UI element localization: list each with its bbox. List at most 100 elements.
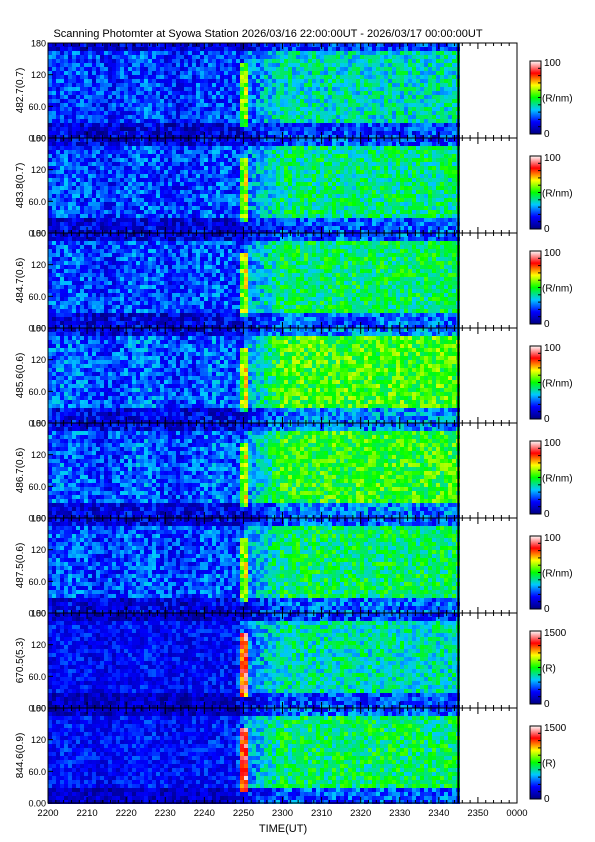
heatmap-cell (132, 226, 136, 230)
heatmap-cell (284, 226, 288, 230)
heatmap-cell (116, 119, 120, 123)
heatmap-cell (72, 210, 76, 214)
heatmap-cell (180, 174, 184, 178)
heatmap-cell (76, 146, 80, 150)
heatmap-cell (288, 210, 292, 214)
heatmap-cell (260, 174, 264, 178)
heatmap-cell (308, 127, 312, 131)
heatmap-cell (156, 226, 160, 230)
heatmap-cell (240, 206, 244, 210)
heatmap-cell (320, 174, 324, 178)
heatmap-cell (232, 222, 236, 226)
heatmap-cell (276, 182, 280, 186)
heatmap-cell (80, 210, 84, 214)
heatmap-cell (404, 214, 408, 218)
heatmap-cell (228, 115, 232, 119)
heatmap-cell (268, 158, 272, 162)
heatmap-cell (300, 186, 304, 190)
heatmap-cell (440, 119, 444, 123)
heatmap-cell (68, 79, 72, 83)
heatmap-cell (208, 146, 212, 150)
heatmap-cell (272, 158, 276, 162)
heatmap-cell (220, 174, 224, 178)
heatmap-cell (372, 67, 376, 71)
heatmap-cell (80, 63, 84, 67)
heatmap-cell (436, 226, 440, 230)
heatmap-cell (104, 87, 108, 91)
heatmap-cell (184, 222, 188, 226)
heatmap-cell (212, 190, 216, 194)
heatmap-cell (296, 214, 300, 218)
heatmap-cell (96, 95, 100, 99)
heatmap-cell (312, 206, 316, 210)
heatmap-cell (112, 142, 116, 146)
heatmap-cell (448, 59, 452, 63)
heatmap-cell (100, 43, 104, 47)
heatmap-cell (96, 226, 100, 230)
heatmap-cell (80, 83, 84, 87)
heatmap-cell (424, 138, 428, 142)
heatmap-cell (260, 198, 264, 202)
heatmap-cell (304, 55, 308, 59)
heatmap-cell (176, 43, 180, 47)
heatmap-cell (384, 99, 388, 103)
heatmap-cell (216, 119, 220, 123)
heatmap-cell (76, 210, 80, 214)
heatmap-cell (260, 63, 264, 67)
heatmap-cell (128, 194, 132, 198)
heatmap-cell (336, 158, 340, 162)
heatmap-cell (184, 138, 188, 142)
heatmap-cell (396, 170, 400, 174)
heatmap-cell (396, 59, 400, 63)
heatmap-cell (128, 222, 132, 226)
heatmap-cell (276, 198, 280, 202)
heatmap-cell (228, 142, 232, 146)
heatmap-cell (152, 63, 156, 67)
heatmap-cell (408, 222, 412, 226)
heatmap-cell (268, 103, 272, 107)
heatmap-cell (164, 103, 168, 107)
heatmap-cell (68, 186, 72, 190)
heatmap-cell (116, 67, 120, 71)
heatmap-cell (428, 158, 432, 162)
heatmap-cell (432, 166, 436, 170)
heatmap-cell (204, 158, 208, 162)
heatmap-cell (308, 158, 312, 162)
heatmap-cell (388, 71, 392, 75)
heatmap-cell (436, 123, 440, 127)
heatmap-cell (276, 178, 280, 182)
heatmap-cell (288, 222, 292, 226)
heatmap-cell (436, 71, 440, 75)
heatmap-cell (68, 51, 72, 55)
heatmap-cell (440, 198, 444, 202)
heatmap-cell (340, 226, 344, 230)
heatmap-cell (156, 123, 160, 127)
heatmap-cell (140, 51, 144, 55)
heatmap-cell (188, 115, 192, 119)
heatmap-cell (124, 63, 128, 67)
heatmap-cell (164, 154, 168, 158)
heatmap-cell (324, 99, 328, 103)
heatmap-cell (236, 210, 240, 214)
heatmap-cell (392, 43, 396, 47)
heatmap-cell (168, 202, 172, 206)
heatmap-cell (248, 226, 252, 230)
heatmap-cell (364, 79, 368, 83)
heatmap-cell (136, 59, 140, 63)
heatmap-cell (204, 87, 208, 91)
heatmap-cell (400, 182, 404, 186)
heatmap-cell (280, 222, 284, 226)
heatmap-cell (264, 210, 268, 214)
heatmap-cell (292, 87, 296, 91)
heatmap-cell (340, 210, 344, 214)
heatmap-cell (348, 119, 352, 123)
heatmap-cell (348, 210, 352, 214)
heatmap-cell (308, 55, 312, 59)
heatmap-cell (368, 214, 372, 218)
heatmap-cell (144, 174, 148, 178)
heatmap-cell (284, 182, 288, 186)
heatmap-cell (376, 95, 380, 99)
heatmap-cell (332, 51, 336, 55)
heatmap-cell (284, 186, 288, 190)
heatmap-cell (84, 178, 88, 182)
